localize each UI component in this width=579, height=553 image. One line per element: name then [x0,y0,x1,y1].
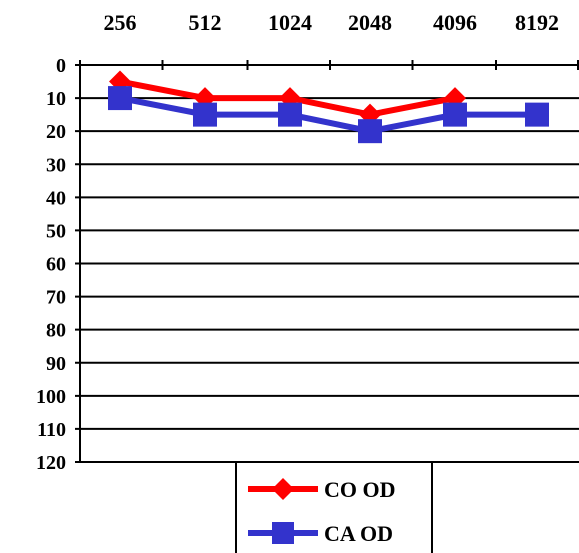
legend: CO OD CA OD [235,462,433,553]
legend-label: CO OD [324,477,396,502]
series-ca-od [108,86,549,144]
y-tick-label: 40 [46,187,66,209]
data-point [525,102,549,127]
x-tick-label: 4096 [433,10,477,35]
y-tick-label: 120 [36,452,66,474]
legend-item: CO OD [248,477,396,502]
x-tick-label: 256 [104,10,137,35]
x-tick-label: 8192 [515,10,559,35]
x-tick-label: 512 [189,10,222,35]
legend-marker [272,522,294,544]
legend-item: CA OD [248,521,393,546]
y-tick-label: 70 [46,287,66,309]
y-tick-label: 100 [36,386,66,408]
legend-label: CA OD [324,521,393,546]
series-layer [108,70,549,144]
y-tick-label: 90 [46,353,66,375]
x-tick-label: 1024 [268,10,312,35]
y-tick-labels: 0 10 20 30 40 50 60 70 80 90 100 110 120 [36,55,66,474]
y-tick-label: 10 [46,88,66,110]
series-line [119,95,537,135]
x-tick-label: 2048 [348,10,392,35]
x-tick-labels: 256 512 1024 2048 4096 8192 [104,10,560,35]
y-tick-label: 50 [46,220,66,242]
y-tick-label: 30 [46,154,66,176]
legend-marker [272,478,294,500]
data-point [278,102,302,127]
y-tick-label: 60 [46,254,66,276]
y-tick-label: 80 [46,320,66,342]
data-point [193,102,217,127]
y-tick-label: 0 [56,55,66,77]
data-point [358,119,382,144]
data-point [108,86,132,111]
y-tick-label: 110 [37,419,66,441]
y-tick-label: 20 [46,121,66,143]
grid-lines [75,60,579,463]
data-point [443,102,467,127]
